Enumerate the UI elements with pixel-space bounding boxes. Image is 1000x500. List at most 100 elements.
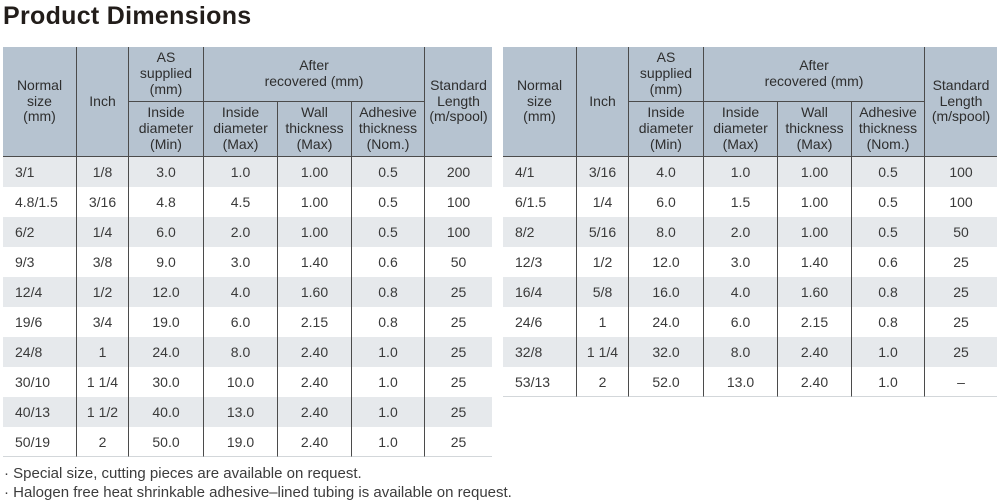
table-cell: 1 1/4: [576, 337, 628, 367]
table-cell: 8.0: [628, 217, 703, 247]
table-row: 4.8/1.5 3/16 4.8 4.5 1.00 0.5 100: [3, 187, 492, 217]
table-cell: 1 1/4: [76, 367, 128, 397]
table-cell: 4.5: [203, 187, 277, 217]
table-header: Normal size (mm) Inch AS supplied (mm) A…: [503, 47, 997, 157]
table-cell: 6.0: [128, 217, 203, 247]
table-row: 16/4 5/8 16.0 4.0 1.60 0.8 25: [503, 277, 997, 307]
col-header-after-recovered: After recovered (mm): [203, 47, 424, 102]
col-header-inside-diameter-max: Inside diameter (Max): [203, 102, 277, 157]
table-row: 24/6 1 24.0 6.0 2.15 0.8 25: [503, 307, 997, 337]
table-row: 30/10 1 1/4 30.0 10.0 2.40 1.0 25: [3, 367, 492, 397]
table-cell: 25: [424, 277, 492, 307]
table-cell: 2.40: [277, 427, 351, 457]
table-cell: 24.0: [628, 307, 703, 337]
table-cell: 1/4: [76, 217, 128, 247]
table-cell: 1 1/2: [76, 397, 128, 427]
table-cell: 4.8/1.5: [15, 194, 58, 210]
table-cell: 1: [76, 337, 128, 367]
table-cell: 12/4: [15, 284, 43, 300]
table-cell: 3/16: [76, 187, 128, 217]
table-cell: 25: [924, 337, 997, 367]
table-cell: 3/1: [15, 164, 35, 180]
table-cell: 9.0: [128, 247, 203, 277]
table-row: 3/1 1/8 3.0 1.0 1.00 0.5 200: [3, 157, 492, 187]
table-cell: 1.0: [351, 367, 424, 397]
table-cell: 0.6: [851, 247, 924, 277]
table-cell: 32.0: [628, 337, 703, 367]
col-header-wall-thickness: Wall thickness (Max): [777, 102, 851, 157]
col-header-normal-size: Normal size (mm): [3, 47, 76, 157]
col-header-adhesive-thickness: Adhesive thickness (Nom.): [851, 102, 924, 157]
table-row: 12/3 1/2 12.0 3.0 1.40 0.6 25: [503, 247, 997, 277]
table-cell: 25: [424, 307, 492, 337]
table-cell: 25: [424, 337, 492, 367]
table-cell: 13.0: [703, 367, 777, 397]
table-cell: 1.0: [351, 337, 424, 367]
table-cell: 1.40: [777, 247, 851, 277]
footnote-halogen-free: · Halogen free heat shrinkable adhesive–…: [4, 483, 512, 500]
table-cell: 2.0: [203, 217, 277, 247]
table-cell: 1.00: [777, 157, 851, 187]
table-cell: 1/2: [76, 277, 128, 307]
table-cell: 25: [924, 307, 997, 337]
table-cell: 1.00: [277, 157, 351, 187]
table-cell: 30.0: [128, 367, 203, 397]
table-cell: 0.8: [351, 277, 424, 307]
table-cell: 1.60: [777, 277, 851, 307]
col-header-standard-length: Standard Length (m/spool): [924, 47, 997, 157]
table-cell: 25: [924, 247, 997, 277]
table-cell: 2.40: [277, 397, 351, 427]
table-cell: 3.0: [203, 247, 277, 277]
table-cell: 2.40: [777, 337, 851, 367]
table-cell: 0.8: [351, 307, 424, 337]
page-title: Product Dimensions: [3, 2, 252, 30]
table-cell: 16.0: [628, 277, 703, 307]
table-cell: 1.0: [351, 427, 424, 457]
table-cell: 6/2: [15, 224, 35, 240]
table-cell: 50/19: [3, 427, 76, 457]
col-header-inch: Inch: [76, 47, 128, 157]
table-cell: 8.0: [203, 337, 277, 367]
table-cell: 0.5: [851, 187, 924, 217]
table-cell: 200: [424, 157, 492, 187]
table-cell: 24/6: [515, 314, 543, 330]
table-cell: 13.0: [203, 397, 277, 427]
table-cell: 0.5: [351, 157, 424, 187]
table-cell: 1.0: [851, 337, 924, 367]
table-cell: 100: [924, 187, 997, 217]
table-cell: 2: [576, 367, 628, 397]
table-cell: 1.5: [703, 187, 777, 217]
table-header: Normal size (mm) Inch AS supplied (mm) A…: [3, 47, 492, 157]
col-header-inside-diameter-min: Inside diameter (Min): [628, 102, 703, 157]
table-cell: –: [924, 367, 997, 397]
table-cell: 1.0: [351, 397, 424, 427]
col-header-normal-size: Normal size (mm): [503, 47, 576, 157]
table-cell: 100: [424, 217, 492, 247]
footnote-special-size: · Special size, cutting pieces are avail…: [4, 465, 362, 482]
table-body: 4/1 3/16 4.0 1.0 1.00 0.5 100 6/1.5 1/4 6.0 1.5 1.0…: [503, 157, 997, 397]
table-row: 53/13 2 52.0 13.0 2.40 1.0–: [503, 367, 997, 397]
table-row: 6/2 1/4 6.0 2.0 1.00 0.5 100: [3, 217, 492, 247]
table-cell: 100: [924, 157, 997, 187]
table-cell: 25: [424, 397, 492, 427]
col-header-after-recovered: After recovered (mm): [703, 47, 924, 102]
table-cell: 3/16: [576, 157, 628, 187]
table-cell: 5/8: [576, 277, 628, 307]
table-cell: 0.5: [851, 217, 924, 247]
table-row: 6/1.5 1/4 6.0 1.5 1.00 0.5 100: [503, 187, 997, 217]
table-cell: 12/3: [515, 254, 543, 270]
table-cell: 2.15: [277, 307, 351, 337]
table-cell: 8/2: [515, 224, 535, 240]
table-cell: 5/16: [576, 217, 628, 247]
table-cell: 24/8: [15, 344, 43, 360]
table-row: 9/3 3/8 9.0 3.0 1.40 0.6 50: [3, 247, 492, 277]
table-cell: 6.0: [703, 307, 777, 337]
dimensions-table-right: Normal size (mm) Inch AS supplied (mm) A…: [503, 47, 997, 397]
table-row: 50/19 2 50.0 19.0 2.40 1.0 25: [3, 427, 492, 457]
table-cell: 16/4: [515, 284, 543, 300]
table-cell: 8.0: [703, 337, 777, 367]
table-cell: 1.0: [703, 157, 777, 187]
col-header-as-supplied: AS supplied (mm): [628, 47, 703, 102]
table-cell: 4.0: [628, 157, 703, 187]
table-cell: 4/1: [515, 164, 535, 180]
